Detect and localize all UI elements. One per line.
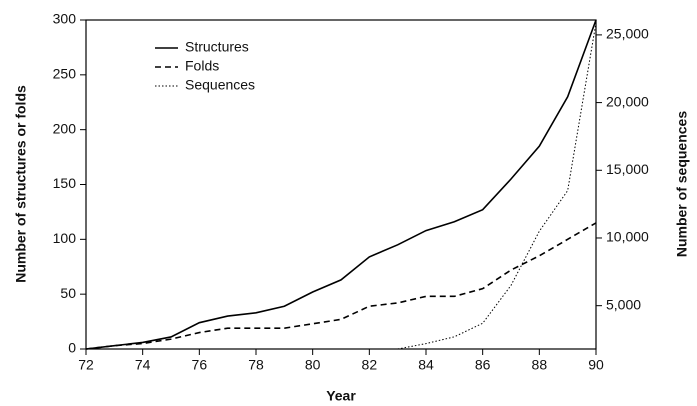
y-axis-title: Number of structures or folds	[13, 85, 29, 283]
x-tick-label: 90	[588, 357, 604, 373]
y2-tick-label: 10,000	[606, 229, 649, 245]
y-tick-label: 0	[68, 340, 76, 356]
y2-tick-label: 20,000	[606, 93, 649, 109]
x-tick-label: 76	[192, 357, 208, 373]
y-tick-label: 100	[53, 230, 77, 246]
y-tick-label: 250	[53, 66, 77, 82]
plot-frame	[85, 19, 597, 350]
y2-tick-label: 25,000	[606, 26, 649, 42]
y2-tick-label: 5,000	[606, 296, 641, 312]
x-tick-label: 72	[78, 357, 94, 373]
x-tick-label: 78	[248, 357, 264, 373]
x-tick-label: 86	[475, 357, 491, 373]
x-tick-label: 80	[305, 357, 321, 373]
x-tick-label: 74	[135, 357, 151, 373]
y2-axis-title: Number of sequences	[674, 111, 690, 257]
x-axis-title: Year	[326, 388, 356, 404]
legend-label: Sequences	[185, 77, 255, 93]
y-tick-label: 150	[53, 175, 77, 191]
x-tick-label: 88	[532, 357, 548, 373]
legend-label: Folds	[185, 58, 219, 74]
y-tick-label: 50	[60, 285, 76, 301]
y2-tick-label: 15,000	[606, 161, 649, 177]
legend-label: Structures	[185, 39, 249, 55]
x-tick-label: 84	[418, 357, 434, 373]
y-tick-label: 200	[53, 120, 77, 136]
series-line	[85, 19, 597, 350]
x-tick-label: 82	[362, 357, 378, 373]
y-tick-label: 300	[53, 11, 77, 27]
series-line	[85, 222, 597, 350]
series-line	[397, 22, 597, 350]
